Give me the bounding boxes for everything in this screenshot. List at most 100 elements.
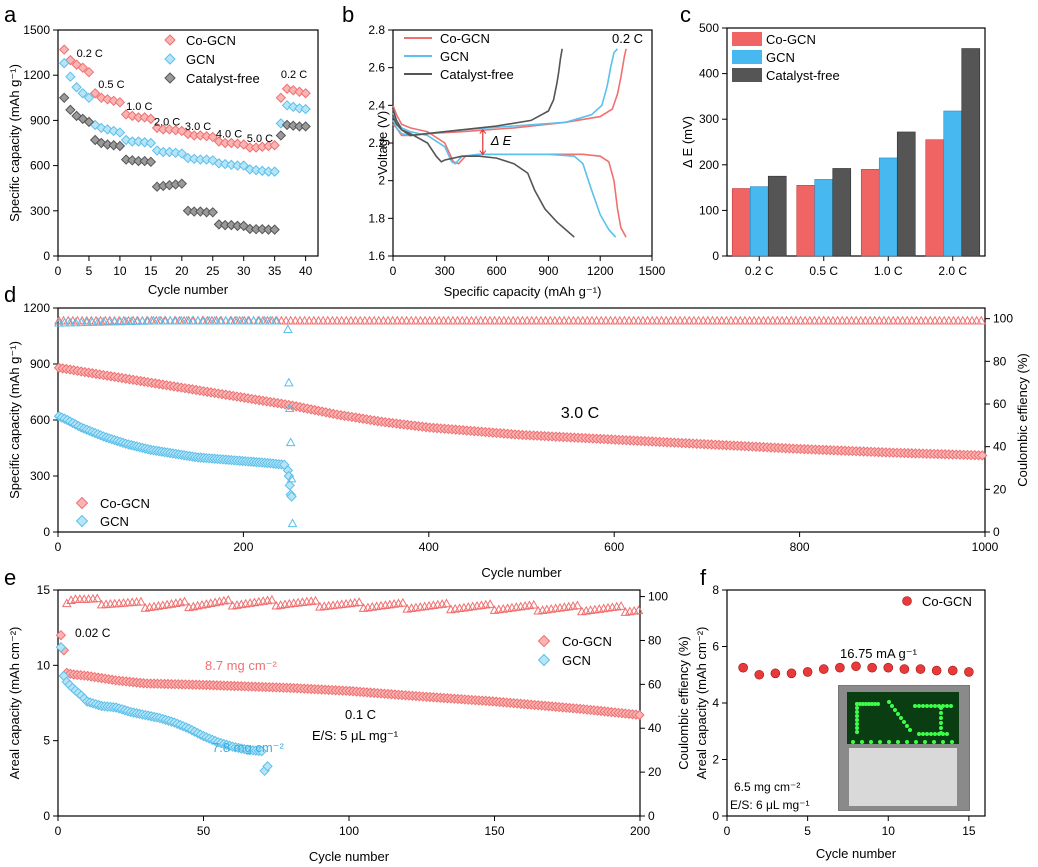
panel-a-point: [300, 103, 311, 115]
panel-f-point: [867, 662, 877, 673]
panel-d-co-ce-point: [601, 315, 611, 325]
panel-a-point: [226, 137, 237, 149]
led-dot: [933, 732, 937, 736]
panel-label-f: f: [700, 565, 707, 590]
led-dot: [950, 740, 954, 744]
panel-b-curve: [392, 105, 627, 238]
panel-d-co-ce-point: [536, 315, 546, 325]
panel-d-co-ce-point: [897, 315, 908, 325]
panel-e-y2label: Coulombic effiency (%): [676, 636, 691, 769]
panel-e-xtick-label: 150: [484, 824, 504, 838]
panel-d-gcn-ce-point: [148, 315, 159, 325]
led-dot: [860, 740, 864, 744]
panel-d-co-ce-point: [429, 315, 440, 325]
panel-d-co-ce-point: [693, 315, 704, 325]
panel-d-co-ce-point: [939, 315, 950, 325]
panel-d-legend-label: GCN: [100, 514, 129, 529]
panel-e-co-ce-point: [310, 595, 321, 605]
panel-d-gcn-ce-point: [76, 317, 87, 327]
panel-d-co-ce-point: [814, 315, 824, 325]
panel-e-y2tick-label: 100: [648, 590, 668, 604]
panel-d-y2tick-label: 100: [993, 312, 1013, 326]
led-dot: [939, 706, 943, 710]
panel-a-point: [176, 178, 188, 189]
panel-a-point: [300, 88, 311, 99]
led-dot: [855, 718, 859, 722]
panel-d-gcn-ce-point: [120, 316, 131, 326]
panel-f-ytick-label: 2: [712, 753, 719, 767]
panel-d-gcn-ce-point: [270, 315, 281, 325]
panel-f-xtick-label: 10: [882, 824, 896, 838]
panel-e-annotation-loading-co: 8.7 mg cm⁻²: [205, 658, 278, 673]
panel-d-co-ce-point: [327, 315, 338, 325]
panel-c-bar: [961, 48, 981, 257]
panel-a-point: [288, 120, 299, 131]
panel-c-ytick-label: 200: [699, 158, 719, 172]
panel-f-annotation-current: 16.75 mA g⁻¹: [840, 646, 918, 661]
panel-e-gcn-point: [55, 642, 67, 653]
panel-a-point: [77, 62, 88, 73]
pouch-cell-photo: [838, 685, 970, 811]
panel-a-xtick-label: 40: [299, 264, 313, 278]
panel-d-co-ce-point: [791, 315, 801, 325]
panel-d-co-ce-point: [883, 315, 894, 325]
panel-b-ytick-label: 2.6: [368, 61, 385, 75]
panel-a-point: [300, 121, 311, 132]
panel-a-ytick-label: 600: [30, 159, 50, 173]
panel-c-xtick-label: 0.5 C: [809, 264, 838, 278]
led-dot: [932, 740, 936, 744]
panel-d-co-ce-point: [976, 315, 987, 325]
panel-a-point: [226, 159, 237, 171]
panel-e-co-start-point: [55, 629, 67, 641]
panel-e-ytick-label: 15: [37, 583, 51, 597]
panel-d-co-ce-point: [930, 315, 940, 325]
panel-d-co-ce-point: [707, 315, 718, 325]
panel-d-gcn-ce-point: [170, 315, 181, 325]
panel-e-legend-label: GCN: [562, 653, 591, 668]
panel-a-point: [65, 71, 76, 82]
panel-d-co-ce-point: [309, 315, 319, 325]
panel-c-bar: [943, 110, 963, 257]
panel-d-co-ce-point: [359, 315, 370, 325]
panel-e-xtick-label: 200: [630, 824, 650, 838]
panel-d-gcn-ce-point: [215, 315, 226, 325]
led-dot: [855, 722, 859, 726]
panel-b-ytick-label: 1.8: [368, 211, 385, 225]
panel-b-xtick-label: 600: [487, 264, 507, 278]
led-dot: [861, 702, 865, 706]
panel-a-point: [232, 138, 243, 149]
panel-f-ytick-label: 0: [712, 809, 719, 823]
panel-d-xtick-label: 800: [790, 540, 810, 554]
panel-d-gcn-ce-point: [159, 315, 170, 325]
panel-e-y2tick-label: 60: [648, 677, 662, 691]
panel-c-frame: [726, 27, 986, 257]
panel-d-xtick-label: 0: [55, 540, 62, 554]
panel-d-gcn-ce-point: [131, 316, 142, 325]
panel-d-co-ce-point: [818, 315, 829, 325]
panel-a-xtick-label: 30: [237, 264, 251, 278]
panel-d-co-ce-point: [313, 315, 324, 325]
panel-f-xtick-label: 0: [724, 824, 731, 838]
panel-a-point: [269, 166, 280, 177]
led-dot: [929, 732, 933, 736]
panel-f-legend-marker: [902, 596, 912, 606]
panel-a-point: [89, 88, 101, 99]
panel-d-gcn-ce-outlier: [286, 473, 297, 483]
panel-a-point: [139, 112, 150, 123]
panel-d-co-ce-point: [879, 315, 889, 325]
panel-d-gcn-ce-point: [193, 315, 203, 325]
panel-label-d: d: [4, 282, 16, 307]
panel-label-c: c: [680, 2, 691, 27]
panel-f-point: [835, 662, 845, 673]
panel-a-point: [164, 146, 175, 158]
panel-d-co-ce-point: [869, 315, 880, 325]
panel-d-gcn-ce-point: [237, 315, 248, 325]
panel-d-gcn-ce-outlier: [283, 377, 294, 387]
led-dot: [925, 732, 929, 736]
panel-a-point: [102, 139, 113, 150]
panel-d-xtick-label: 400: [419, 540, 439, 554]
panel-d-co-ce-point: [276, 315, 287, 325]
led-dot: [945, 704, 949, 708]
panel-e-annotation-es: E/S: 5 μL mg⁻¹: [312, 728, 399, 743]
